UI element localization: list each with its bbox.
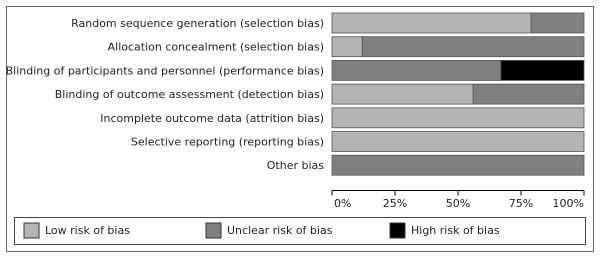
bar-segment (500, 60, 585, 81)
bar-segment (331, 154, 585, 176)
bar-segment (472, 83, 585, 105)
legend-swatch (389, 222, 406, 239)
bar-segment (530, 12, 585, 34)
legend-swatch (205, 222, 222, 239)
category-label: Blinding of outcome assessment (detectio… (55, 88, 324, 101)
bar-segment (331, 107, 585, 129)
bar-segment (331, 131, 585, 152)
category-label: Allocation concealment (selection bias) (108, 41, 324, 54)
category-label: Selective reporting (reporting bias) (131, 136, 324, 149)
x-tick-label: 50% (446, 197, 470, 210)
x-tick-label: 75% (509, 197, 533, 210)
bar-segment (331, 12, 532, 34)
bar-segment (331, 60, 502, 81)
legend-label: Low risk of bias (45, 224, 130, 237)
x-tick-label: 100% (553, 197, 584, 210)
bar-segment (331, 36, 363, 58)
bar-segment (361, 36, 585, 58)
legend-frame (14, 217, 586, 245)
legend-label: High risk of bias (411, 224, 500, 237)
x-tick-label: 25% (383, 197, 407, 210)
category-label: Other bias (267, 159, 325, 172)
category-label: Incomplete outcome data (attrition bias) (100, 112, 324, 125)
category-label: Blinding of participants and personnel (… (6, 64, 324, 77)
legend-label: Unclear risk of bias (227, 224, 333, 237)
legend-swatch (23, 222, 40, 239)
bar-segment (331, 83, 474, 105)
x-tick-label: 0% (334, 197, 351, 210)
category-label: Random sequence generation (selection bi… (71, 17, 324, 30)
